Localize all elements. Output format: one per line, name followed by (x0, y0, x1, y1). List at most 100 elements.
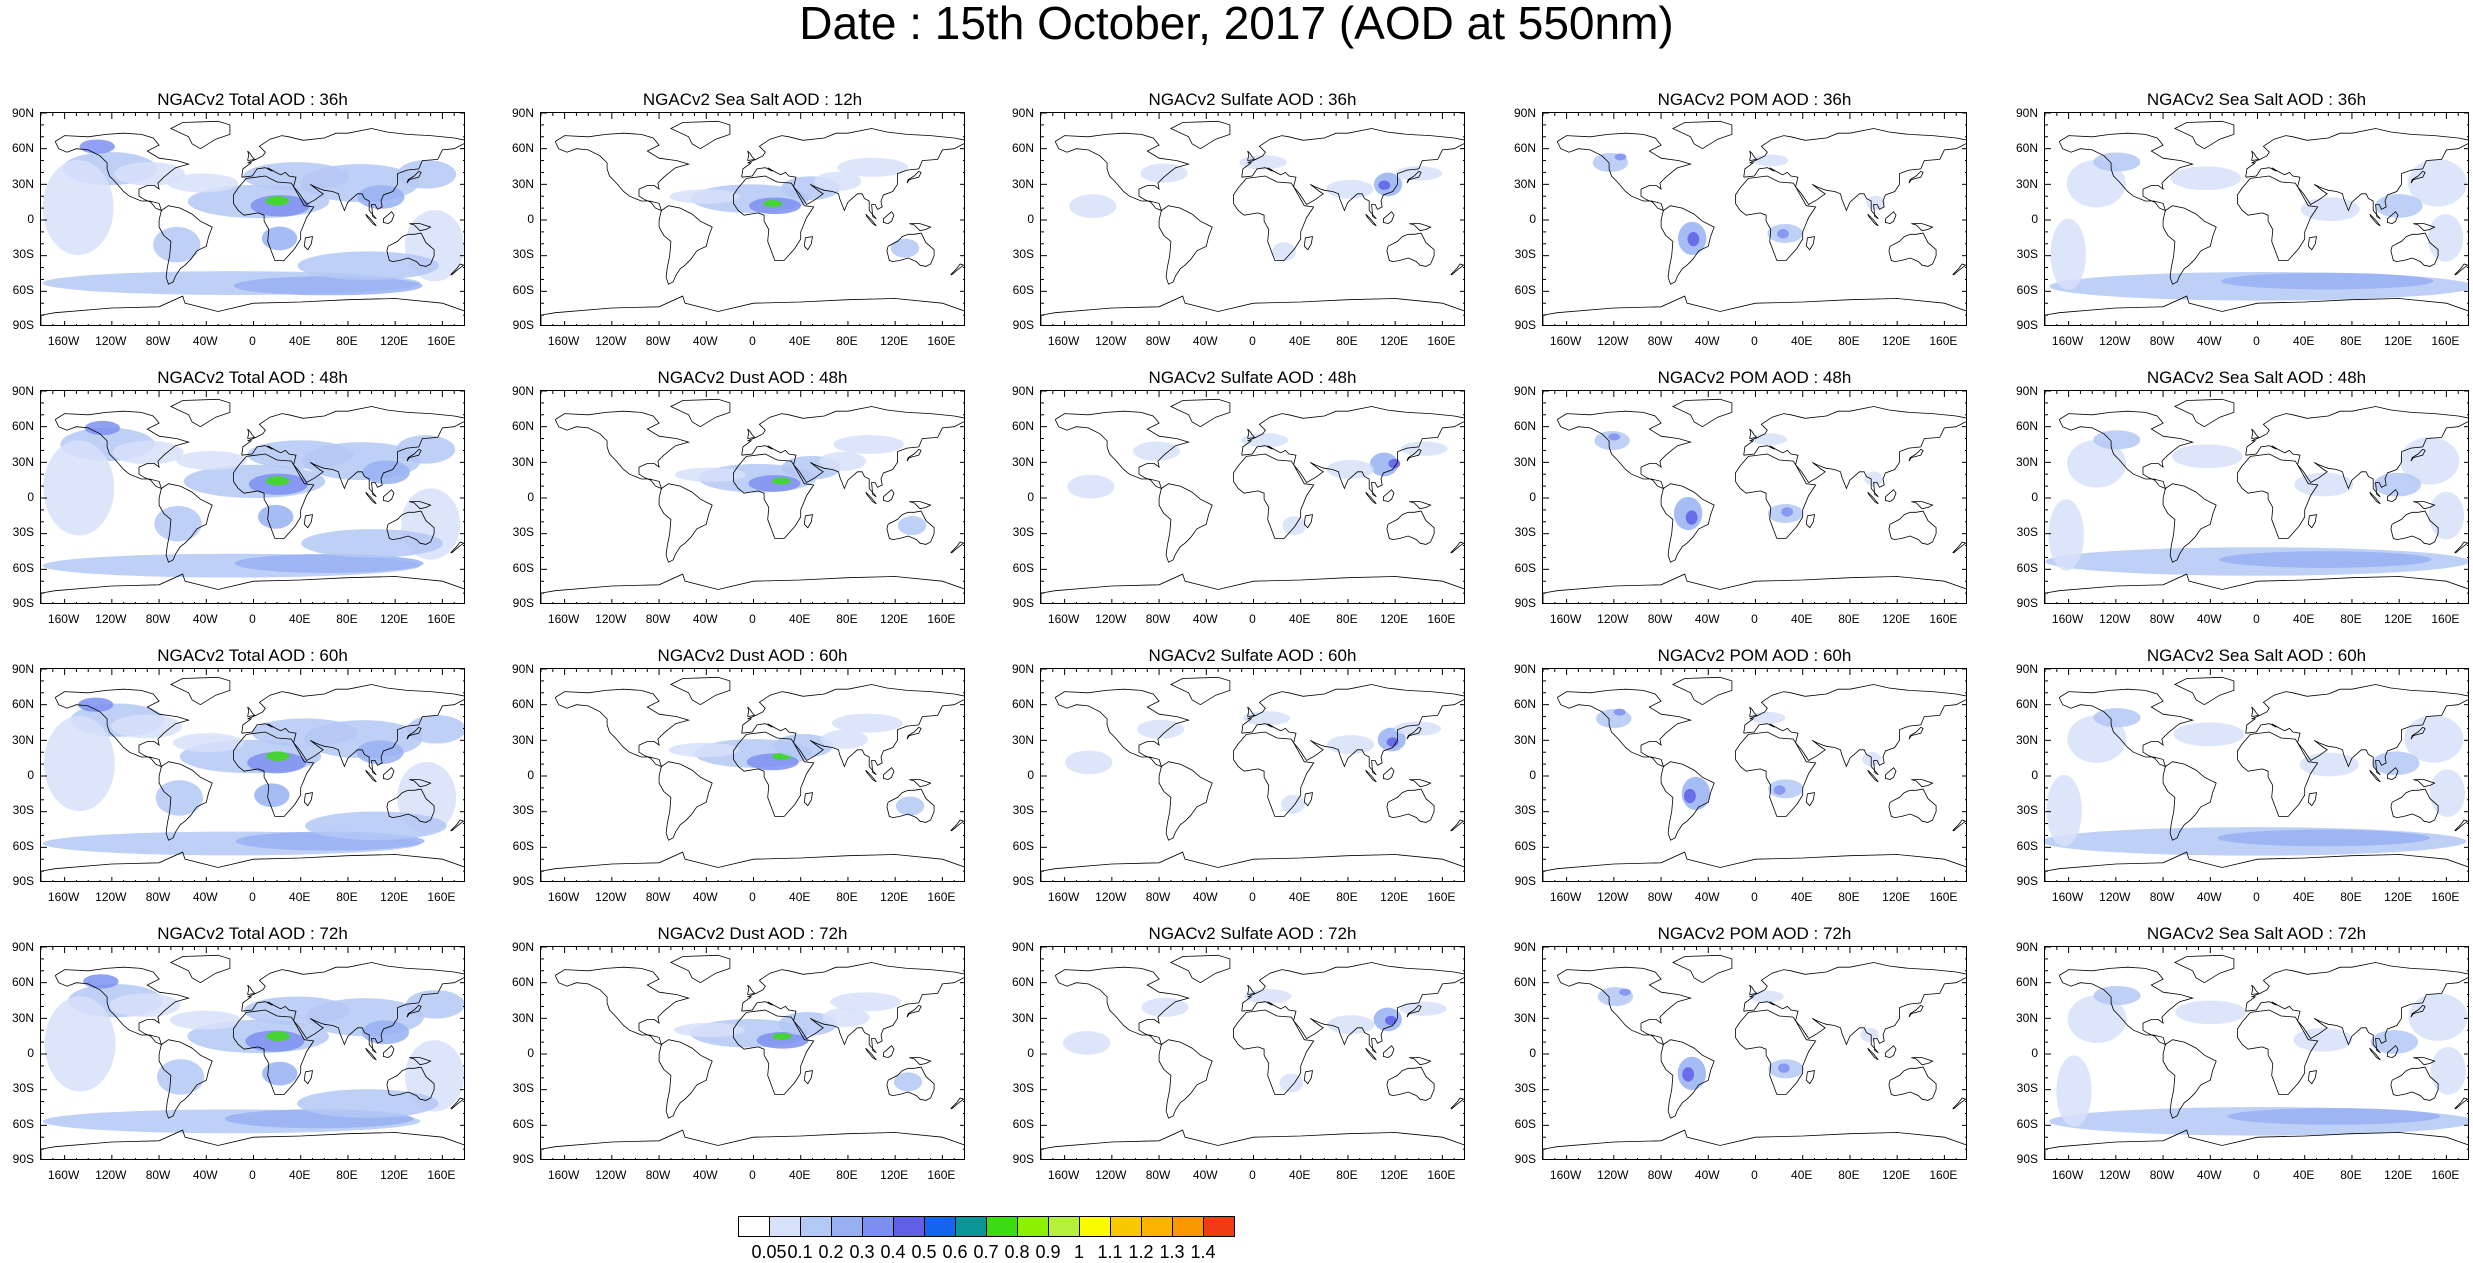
aod-patch (2375, 194, 2423, 218)
map-panel: NGACv2 Dust AOD : 60h 90N 60N 30N 0 30S 60S 90S… (500, 646, 1000, 918)
lon-tick-label: 160E (927, 334, 956, 348)
coastline (1660, 483, 1715, 563)
colorbar-label: 0.2 (818, 1242, 844, 1262)
aod-patch (1773, 785, 1786, 795)
aod-patch (822, 1007, 870, 1027)
coastline (909, 1057, 932, 1066)
aod-patch (2404, 715, 2464, 763)
map-panel: NGACv2 Total AOD : 36h 90N 60N 30N 0 30S 60S 90… (0, 90, 500, 362)
coastline (1365, 769, 1377, 783)
coastline (1911, 501, 1934, 510)
coastline (906, 726, 922, 740)
coastline (1888, 788, 1937, 823)
lat-tick-label: 90S (2016, 1152, 2038, 1166)
lon-tick-label: 40W (2196, 612, 2222, 626)
aod-patch (1614, 153, 1627, 161)
coastline (365, 769, 377, 783)
lon-tick-label: 120W (1095, 890, 1127, 904)
aod-patch (2430, 1047, 2466, 1095)
lat-tick-label: 30S (1012, 525, 1034, 540)
coastline (1169, 676, 1231, 706)
lon-tick-label: 160W (2051, 1168, 2084, 1182)
lat-tick-label: 60N (511, 419, 534, 434)
coastline (2413, 779, 2436, 788)
aod-patch (167, 173, 239, 193)
lon-tick-label: 80E (1838, 1168, 1860, 1182)
aod-patch (1137, 719, 1185, 739)
colorbar-swatch (924, 1216, 956, 1237)
lat-tick-label: 60N (1513, 975, 1536, 990)
lat-tick-label: 30N (511, 1010, 534, 1025)
coastline (950, 1097, 964, 1110)
coastline (2236, 731, 2319, 817)
aod-patch (1684, 788, 1696, 804)
colorbar-swatch (955, 1216, 987, 1237)
aod-patch (1327, 1015, 1375, 1035)
aod-patch (748, 475, 801, 492)
aod-field (541, 669, 964, 881)
aod-patch (2093, 430, 2141, 450)
aod-patch (1063, 1031, 1111, 1055)
lon-tick-label: 40E (1791, 890, 1813, 904)
lon-tick-label: 40W (1192, 1168, 1218, 1182)
lon-tick-label: 40W (1694, 612, 1720, 626)
aod-patch (763, 199, 783, 208)
aod-patch (153, 226, 201, 263)
lon-tick-label: 40E (1791, 334, 1813, 348)
coastline (241, 128, 464, 220)
lon-tick-label: 80W (1647, 890, 1673, 904)
lat-tick-label: 60N (1011, 697, 1034, 712)
lon-tick-label: 160W (47, 1168, 80, 1182)
coastline (450, 541, 464, 554)
lon-tick-label: 40E (789, 1168, 811, 1182)
coastline (406, 726, 422, 740)
coastline (1365, 213, 1377, 227)
lat-tick-label: 60S (12, 282, 34, 297)
map-panel: NGACv2 Dust AOD : 72h 90N 60N 30N 0 30S 60S 90S… (500, 924, 1000, 1196)
coastline (1734, 453, 1817, 539)
aod-patch (2300, 197, 2360, 222)
lon-tick-label: 120W (1597, 890, 1629, 904)
lat-tick-label: 0 (1529, 490, 1536, 504)
world-map (1542, 112, 1967, 326)
panel-title: NGACv2 POM AOD : 48h (1657, 368, 1852, 387)
lon-tick-label: 40W (692, 612, 718, 626)
coastline (1884, 489, 1897, 503)
lat-tick-label: 30N (1011, 176, 1034, 191)
world-map (40, 390, 465, 604)
lon-tick-label: 120E (880, 334, 909, 348)
coastline (1888, 232, 1937, 267)
lat-tick-label: 30N (1011, 732, 1034, 747)
aod-patch (2427, 214, 2464, 262)
lon-tick-label: 120W (95, 334, 127, 348)
lat-tick-label: 60S (1514, 838, 1536, 853)
coastline (2369, 491, 2381, 505)
map-panel: NGACv2 Sea Salt AOD : 72h 90N 60N 30N 0 30S 60… (2004, 924, 2473, 1196)
lat-tick-label: 90S (1012, 596, 1034, 610)
panel-title: NGACv2 Sea Salt AOD : 72h (2146, 924, 2367, 943)
aod-patch (1687, 231, 1700, 247)
lat-tick-label: 30N (1513, 732, 1536, 747)
aod-patch (772, 1032, 792, 1040)
lat-tick-label: 30N (2015, 1010, 2038, 1025)
lon-tick-label: 160W (47, 612, 80, 626)
coastline (409, 223, 432, 232)
lat-tick-label: 30S (512, 247, 534, 262)
lon-tick-label: 120E (880, 1168, 909, 1182)
lat-tick-label: 60N (1011, 419, 1034, 434)
coastline (803, 514, 813, 529)
coastline (554, 410, 691, 490)
coastline (541, 295, 964, 325)
lon-tick-label: 0 (1751, 1168, 1758, 1182)
aod-patch (897, 516, 927, 536)
coastline (1671, 676, 1733, 706)
coastline (1749, 428, 1758, 439)
coastline (2307, 236, 2317, 251)
lon-tick-label: 40E (289, 334, 311, 348)
panel-title: NGACv2 Dust AOD : 48h (657, 368, 848, 387)
aod-patch (305, 811, 447, 841)
lon-tick-label: 80W (145, 890, 171, 904)
aod-patch (669, 189, 741, 204)
aod-patch (1326, 735, 1375, 755)
aod-patch (1132, 441, 1181, 461)
